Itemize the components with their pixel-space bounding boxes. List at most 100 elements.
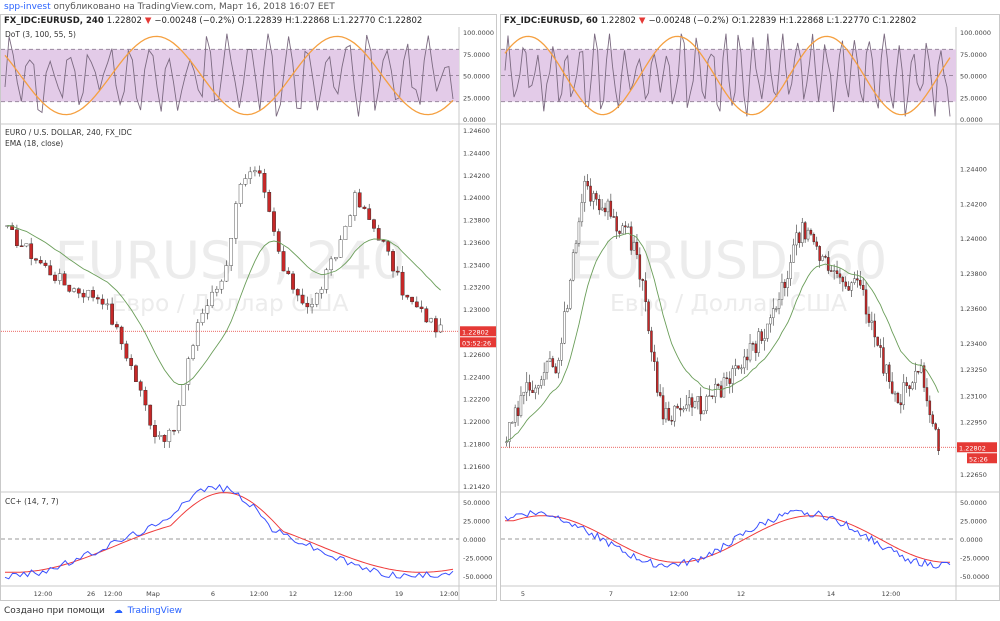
price-axis-label: 1.23800 — [463, 217, 490, 225]
footer-text: Создано при помощи — [4, 606, 105, 616]
candle-down — [414, 301, 419, 308]
price-tag: 1.22802 — [462, 328, 489, 336]
candle-down — [362, 206, 367, 209]
candle-up — [569, 279, 572, 309]
price-axis-label: 1.23400 — [960, 340, 987, 348]
candle-up — [685, 404, 688, 409]
ema-label: EMA (18, close) — [5, 139, 63, 148]
open-value: 1.22839 — [741, 16, 777, 26]
candle-up — [789, 262, 792, 279]
dot-axis-label: 75.0000 — [960, 51, 987, 59]
time-axis-label: 6 — [211, 590, 215, 598]
price-axis-label: 1.24000 — [960, 235, 987, 243]
down-arrow-icon: ▼ — [638, 16, 646, 26]
candle-down — [95, 297, 100, 300]
close-value: 1.22802 — [881, 16, 917, 26]
candle-up — [210, 291, 214, 306]
countdown-tag: 03:52:26 — [462, 339, 491, 347]
candle-up — [343, 226, 348, 240]
dot-axis-label: 50.0000 — [463, 73, 490, 81]
high-label: H: — [779, 16, 789, 26]
candle-up — [353, 192, 357, 216]
publish-header: spp-invest опубликовано на TradingView.c… — [0, 0, 1000, 14]
candle-down — [281, 251, 286, 272]
cc-signal-line — [5, 492, 454, 573]
chart-panel-240[interactable]: FX_IDC:EURUSD, 240 1.22802 ▼ −0.00248 (−… — [0, 14, 497, 601]
candle-down — [153, 425, 157, 437]
candle-up — [176, 405, 181, 431]
candle-up — [632, 241, 636, 251]
open-value: 1.22839 — [247, 16, 283, 26]
candle-down — [690, 397, 694, 408]
candle-up — [702, 410, 705, 415]
time-axis-label: 12:00 — [34, 590, 53, 598]
candle-up — [821, 256, 824, 261]
candle-down — [861, 285, 865, 290]
chart-canvas-60[interactable]: 100.000075.000050.000025.00000.0000EURUS… — [501, 27, 999, 600]
candle-down — [595, 193, 598, 200]
candle-up — [522, 391, 526, 396]
high-value: 1.22868 — [788, 16, 824, 26]
candle-up — [731, 368, 734, 384]
candle-down — [815, 241, 818, 247]
candle-up — [310, 304, 314, 308]
countdown-tag-bg — [460, 337, 496, 348]
chart-panel-60[interactable]: FX_IDC:EURUSD, 60 1.22802 ▼ −0.00248 (−0… — [500, 14, 1000, 601]
candle-down — [19, 245, 24, 247]
cc-axis-label: -25.0000 — [960, 555, 989, 563]
price-axis-label: 1.24400 — [463, 149, 490, 157]
candle-up — [214, 288, 219, 293]
candle-down — [148, 404, 153, 426]
candle-up — [893, 392, 897, 395]
candle-up — [534, 387, 537, 393]
candle-up — [57, 273, 62, 281]
candle-up — [319, 289, 324, 294]
candle-up — [314, 293, 319, 305]
candle-up — [769, 317, 772, 325]
low-value: 1.22770 — [834, 16, 870, 26]
candle-down — [847, 286, 850, 291]
candle-down — [859, 279, 862, 286]
candle-down — [367, 208, 372, 220]
candle-down — [162, 435, 167, 442]
published-text: опубликовано на TradingView.com, Март 16… — [53, 2, 335, 12]
candle-up — [229, 238, 234, 266]
candle-down — [391, 251, 395, 272]
candle-up — [870, 320, 874, 323]
cc-axis-label: 50.0000 — [463, 499, 490, 507]
candle-down — [528, 382, 531, 391]
open-label: O: — [237, 16, 248, 26]
candle-down — [424, 308, 429, 323]
candle-up — [743, 356, 746, 369]
candle-up — [525, 382, 528, 393]
candle-down — [395, 270, 400, 273]
price-axis-label: 1.22600 — [463, 351, 490, 359]
candle-up — [722, 377, 726, 398]
symbol-label[interactable]: FX_IDC:EURUSD, 240 — [4, 16, 104, 26]
candle-up — [167, 430, 172, 442]
cc-axis-label: 25.0000 — [960, 518, 987, 526]
candle-down — [751, 343, 755, 345]
cc-indicator-label: CC+ (14, 7, 7) — [5, 497, 59, 506]
candle-down — [76, 288, 81, 294]
candle-down — [262, 173, 267, 193]
dot-axis-label: 75.0000 — [463, 51, 490, 59]
candle-down — [827, 257, 830, 271]
change-value: −0.00248 (−0.2%) — [154, 16, 235, 26]
candle-up — [205, 305, 210, 314]
tradingview-link[interactable]: TradingView — [127, 606, 183, 616]
time-axis-label: 19 — [395, 590, 403, 598]
ema-line — [7, 225, 441, 385]
symbol-label[interactable]: FX_IDC:EURUSD, 60 — [504, 16, 598, 26]
candle-up — [627, 226, 630, 228]
watermark-description: Евро / Доллар США — [112, 289, 349, 317]
candle-up — [186, 358, 191, 385]
candle-down — [856, 278, 859, 281]
author-link[interactable]: spp-invest — [4, 2, 51, 12]
candle-down — [598, 199, 601, 211]
candle-down — [419, 306, 424, 309]
candle-up — [911, 382, 914, 390]
chart-canvas-240[interactable]: 100.0000 75.0000 50.0000 25.0000 0.0000 DoT (… — [1, 27, 496, 600]
candle-down — [644, 280, 647, 303]
